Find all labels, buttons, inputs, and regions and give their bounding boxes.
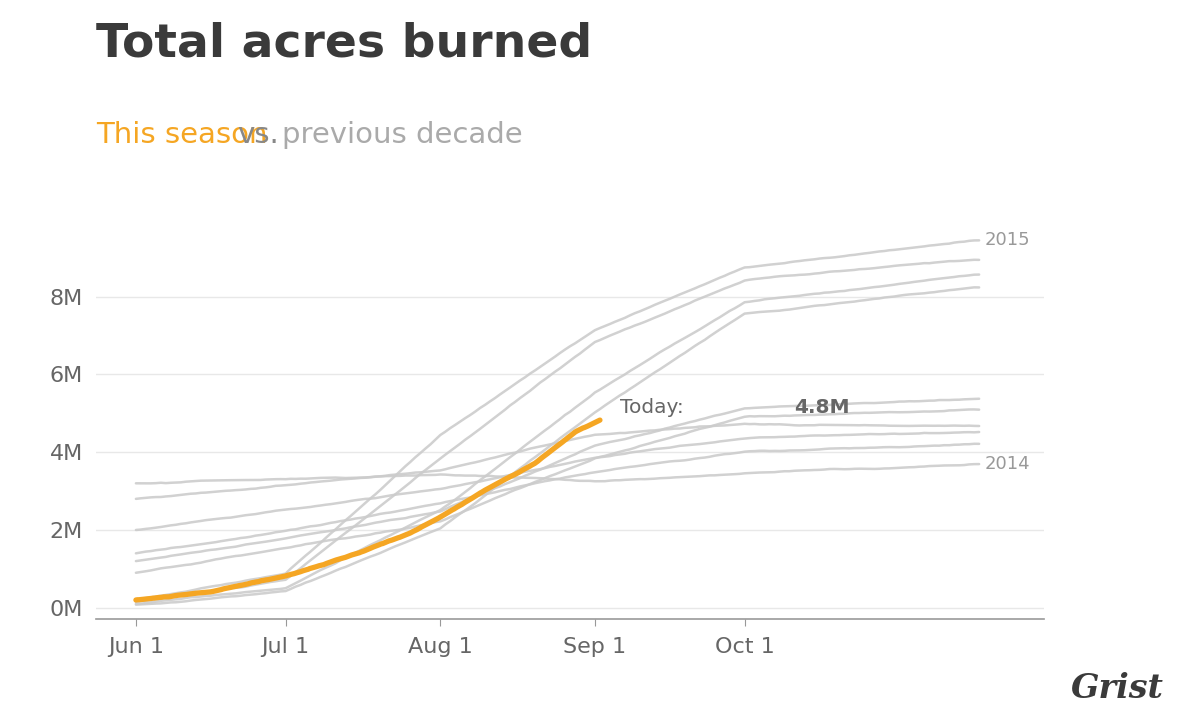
Text: 2014: 2014 [984,455,1030,473]
Text: 2015: 2015 [984,231,1030,249]
Text: Total acres burned: Total acres burned [96,21,593,66]
Text: previous decade: previous decade [282,121,523,149]
Text: 4.8M: 4.8M [794,398,850,417]
Text: This season: This season [96,121,268,149]
Text: Today:: Today: [620,398,690,417]
Text: Grist: Grist [1072,672,1164,705]
Text: vs.: vs. [238,121,280,149]
